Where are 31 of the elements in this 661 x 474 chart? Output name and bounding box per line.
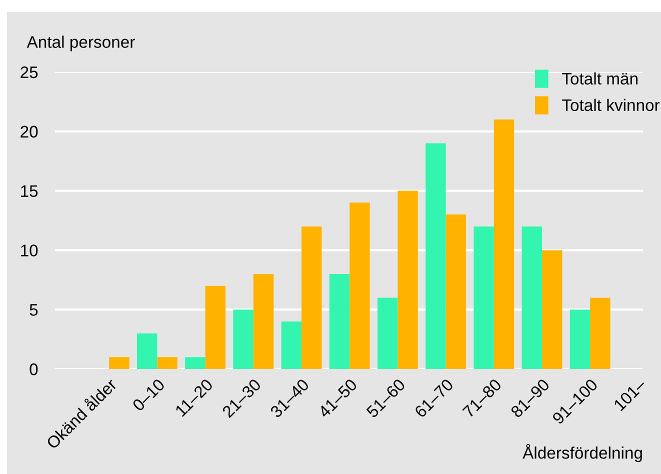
bar <box>281 321 302 369</box>
bar <box>426 143 446 369</box>
bar <box>474 226 494 369</box>
legend-label: Totalt kvinnor <box>562 98 660 112</box>
bar <box>157 357 178 369</box>
x-axis-title: Åldersfördelning <box>522 444 642 462</box>
bar <box>185 357 206 369</box>
bar <box>109 357 130 369</box>
bar <box>329 274 350 369</box>
bar <box>494 120 514 369</box>
bar <box>446 214 466 369</box>
y-tick-label: 10 <box>21 244 38 256</box>
bar <box>522 226 542 369</box>
y-tick-label: 20 <box>20 126 38 138</box>
y-axis-title: Antal personer <box>26 36 135 52</box>
bar <box>253 274 274 369</box>
y-tick-label: 15 <box>21 185 38 198</box>
bar <box>137 333 158 369</box>
bar <box>570 310 590 369</box>
legend-label: Totalt män <box>562 72 638 85</box>
bar <box>350 202 370 369</box>
bar <box>205 286 226 369</box>
bar <box>302 226 322 369</box>
y-tick-label: 5 <box>30 304 38 316</box>
bar <box>542 250 562 369</box>
bar <box>233 310 254 369</box>
y-tick-label: 25 <box>20 66 38 78</box>
bar <box>378 298 398 369</box>
y-tick-label: 0 <box>30 363 38 376</box>
bar <box>398 190 418 369</box>
bar <box>590 298 610 369</box>
